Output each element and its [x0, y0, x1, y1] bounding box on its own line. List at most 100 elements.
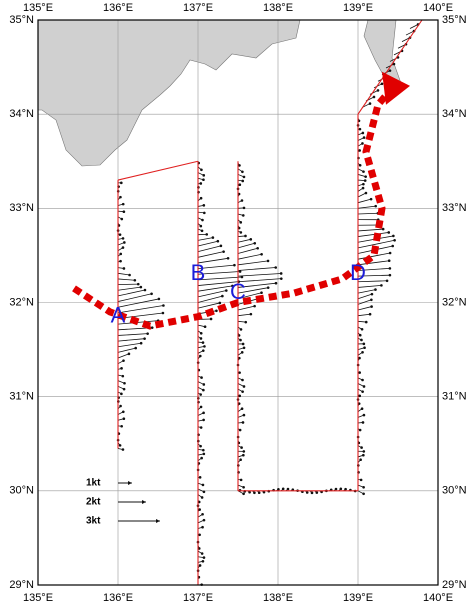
vector-head: [370, 305, 373, 308]
vector-head: [392, 62, 396, 66]
vector-head: [203, 211, 206, 215]
y-tick-label: 34°N: [9, 108, 34, 120]
vector-head: [241, 342, 245, 346]
vector-head: [139, 341, 143, 345]
vector-head: [368, 312, 372, 316]
vector-head: [266, 286, 270, 289]
vector-head: [362, 385, 366, 388]
current-vector: [237, 247, 258, 254]
vector-head: [201, 525, 204, 529]
vector-head: [241, 170, 244, 174]
vector-head: [127, 352, 131, 356]
vector-head: [202, 178, 205, 182]
vector-head: [363, 179, 367, 182]
vector-head: [119, 252, 123, 256]
vector-head: [385, 279, 389, 283]
vector-head: [358, 333, 362, 337]
vector-head: [242, 385, 246, 388]
vector-head: [256, 246, 259, 250]
section-label: D: [350, 260, 366, 285]
current-vector: [357, 198, 372, 204]
vector-head: [150, 292, 153, 296]
current-vector: [237, 238, 251, 243]
vector-head: [136, 282, 140, 286]
vector-head: [122, 410, 125, 414]
vector-head: [122, 267, 126, 270]
vector-head: [372, 95, 376, 99]
vector-head: [238, 183, 242, 186]
vector-head: [281, 487, 285, 491]
vector-head: [118, 233, 122, 236]
current-vector: [357, 252, 391, 260]
vector-head: [202, 418, 205, 422]
vector-head: [198, 476, 202, 479]
vector-head: [202, 448, 205, 452]
section-label: A: [111, 302, 126, 327]
current-vector: [117, 272, 130, 276]
legend-head: [156, 519, 160, 523]
vector-head: [201, 512, 204, 516]
current-vector: [197, 276, 242, 281]
current-vector: [357, 174, 366, 178]
vector-head: [362, 413, 366, 417]
vector-head: [121, 374, 125, 378]
vector-head: [202, 174, 206, 177]
vector-head: [239, 478, 243, 482]
vector-head: [266, 259, 270, 263]
vector-head: [200, 496, 204, 499]
vector-head: [339, 487, 343, 491]
vector-head: [146, 332, 149, 335]
vector-head: [201, 341, 205, 344]
vector-head: [244, 234, 247, 238]
vector-head: [200, 376, 203, 379]
vector-head: [362, 136, 366, 139]
vector-head: [240, 407, 244, 411]
current-vector: [357, 313, 371, 317]
vector-head: [242, 413, 246, 417]
vector-head: [202, 556, 206, 559]
vector-head: [241, 378, 244, 382]
current-vector: [237, 253, 262, 260]
vector-head: [134, 346, 137, 350]
vector-head: [286, 487, 290, 491]
vector-head: [362, 170, 365, 173]
vector-head: [364, 191, 368, 195]
current-vector: [237, 242, 255, 249]
vector-head: [122, 417, 126, 420]
current-vector: [117, 289, 146, 297]
current-vector: [373, 83, 383, 89]
x-tick-label: 136°E: [103, 2, 133, 14]
current-vector: [197, 251, 224, 258]
y-tick-label: 35°N: [442, 14, 467, 26]
vector-head: [240, 199, 244, 202]
vector-head: [233, 263, 236, 267]
legend-label: 1kt: [86, 478, 101, 489]
vector-head: [315, 491, 319, 494]
vector-head: [238, 164, 241, 167]
vector-head: [362, 485, 365, 489]
current-vector: [117, 333, 148, 336]
vector-head: [358, 428, 362, 432]
vector-head: [120, 217, 124, 221]
x-tick-label: 138°E: [263, 592, 293, 604]
section-label: B: [191, 260, 206, 285]
current-vector: [197, 295, 223, 303]
vector-head: [201, 349, 205, 352]
vector-head: [240, 446, 243, 449]
current-vector: [197, 257, 229, 264]
legend-label: 3kt: [86, 516, 101, 527]
vector-head: [358, 163, 362, 167]
vector-head: [200, 168, 203, 172]
vector-head: [202, 383, 206, 386]
vector-head: [392, 234, 395, 238]
vector-head: [274, 266, 278, 269]
vector-head: [199, 196, 203, 200]
vector-head: [119, 195, 122, 199]
vector-head: [360, 338, 363, 342]
vector-head: [199, 426, 203, 429]
current-vector: [197, 285, 233, 292]
vector-head: [218, 301, 222, 305]
vector-head: [274, 281, 278, 285]
y-tick-label: 35°N: [9, 14, 34, 26]
